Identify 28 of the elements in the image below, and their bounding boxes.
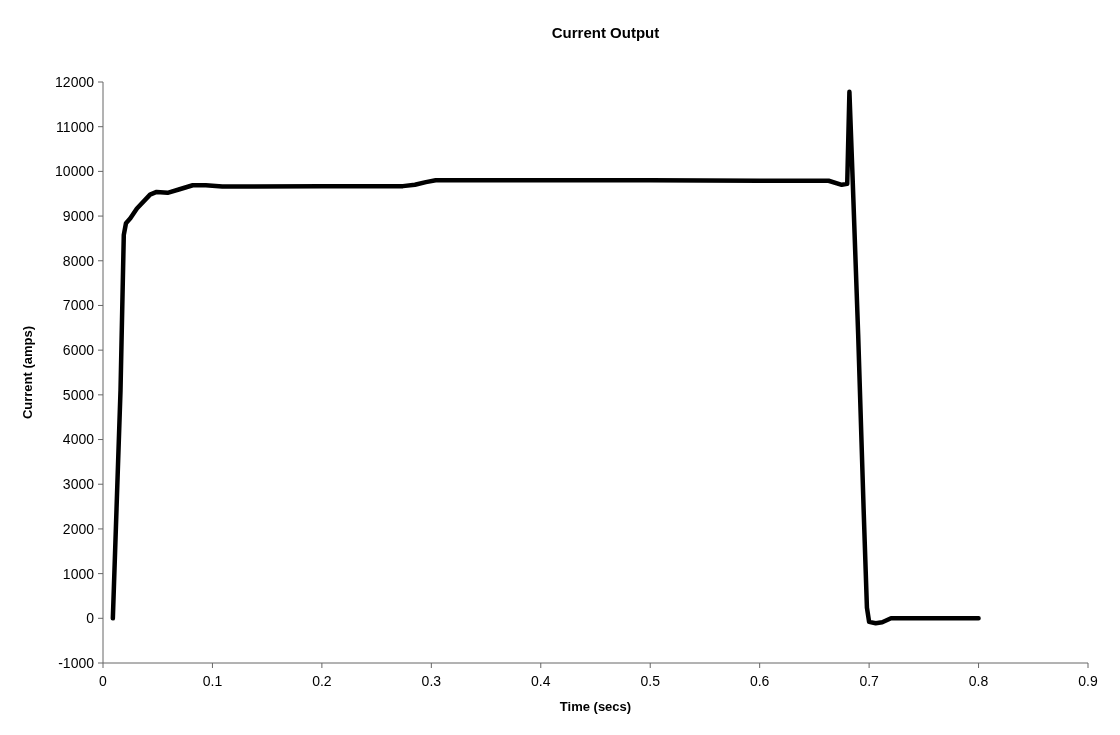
x-axis-title: Time (secs) xyxy=(559,699,632,714)
y-tick-label: 6000 xyxy=(62,342,95,359)
y-tick-label: 12000 xyxy=(55,73,95,90)
x-tick-label: 0.5 xyxy=(640,673,661,689)
x-tick-label: 0.7 xyxy=(859,673,880,689)
y-tick-label: 2000 xyxy=(62,520,95,537)
y-tick-label: 1000 xyxy=(62,565,95,582)
y-tick-label: 9000 xyxy=(62,207,95,224)
y-tick-label: 0 xyxy=(86,610,95,627)
line-series xyxy=(110,89,981,626)
y-tick-label: 5000 xyxy=(62,386,95,403)
y-axis-title: Current (amps) xyxy=(20,325,35,420)
y-tick-label: 10000 xyxy=(55,163,95,180)
y-tick-label: 4000 xyxy=(62,431,95,448)
chart-title: Current Output xyxy=(551,24,660,41)
x-tick-label: 0 xyxy=(99,673,108,689)
x-tick-label: 0.8 xyxy=(968,673,989,689)
y-tick-label: 8000 xyxy=(62,252,95,269)
y-tick-label: 7000 xyxy=(62,297,95,314)
y-tick-label: 3000 xyxy=(62,476,95,493)
x-tick-label: 0.3 xyxy=(421,673,442,689)
x-tick-label: 0.1 xyxy=(202,673,223,689)
x-tick-label: 0.6 xyxy=(749,673,770,689)
y-tick-label: 11000 xyxy=(56,118,95,135)
y-tick-label: -1000 xyxy=(58,654,95,671)
x-tick-label: 0.2 xyxy=(312,673,332,689)
x-tick-label: 0.4 xyxy=(531,673,551,689)
x-tick-label: 0.9 xyxy=(1078,673,1098,689)
